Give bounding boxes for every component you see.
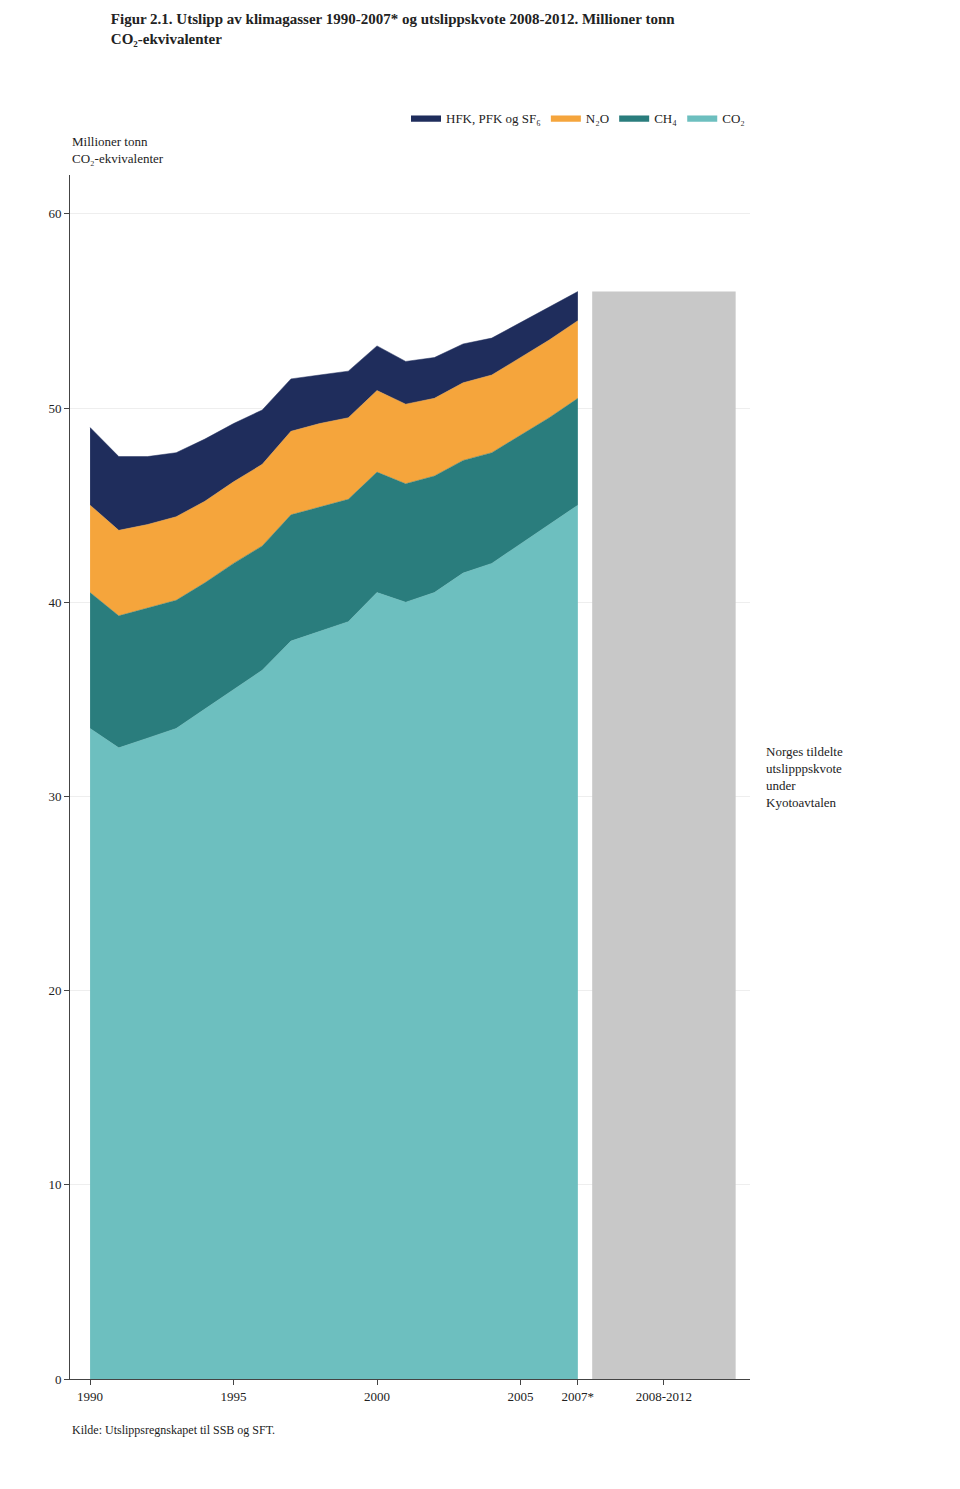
svg-text:50: 50 xyxy=(48,401,61,416)
svg-text:2000: 2000 xyxy=(364,1389,390,1404)
svg-text:CH₄: CH₄ xyxy=(654,111,677,126)
svg-text:2008-2012: 2008-2012 xyxy=(636,1389,692,1404)
svg-text:HFK, PFK og SF₆: HFK, PFK og SF₆ xyxy=(446,111,541,126)
svg-text:Kilde: Utslippsregnskapet til: Kilde: Utslippsregnskapet til SSB og SFT… xyxy=(72,1423,275,1437)
svg-text:N₂O: N₂O xyxy=(586,111,609,126)
svg-text:Millioner tonnCO₂-ekvivalenter: Millioner tonnCO₂-ekvivalenter xyxy=(72,134,164,166)
svg-text:60: 60 xyxy=(48,206,61,221)
svg-text:2005: 2005 xyxy=(507,1389,533,1404)
svg-text:CO₂: CO₂ xyxy=(722,111,745,126)
svg-text:0: 0 xyxy=(55,1372,62,1387)
svg-text:1995: 1995 xyxy=(221,1389,247,1404)
svg-text:1990: 1990 xyxy=(77,1389,103,1404)
svg-text:40: 40 xyxy=(48,595,61,610)
svg-text:Norges tildelteutslipppskvoteu: Norges tildelteutslipppskvoteunderKyotoa… xyxy=(766,744,843,810)
svg-text:2007*: 2007* xyxy=(562,1389,595,1404)
svg-text:20: 20 xyxy=(48,983,61,998)
svg-text:Figur 2.1. Utslipp av klimagas: Figur 2.1. Utslipp av klimagasser 1990-2… xyxy=(111,11,675,47)
svg-text:10: 10 xyxy=(48,1177,61,1192)
svg-text:30: 30 xyxy=(48,789,61,804)
